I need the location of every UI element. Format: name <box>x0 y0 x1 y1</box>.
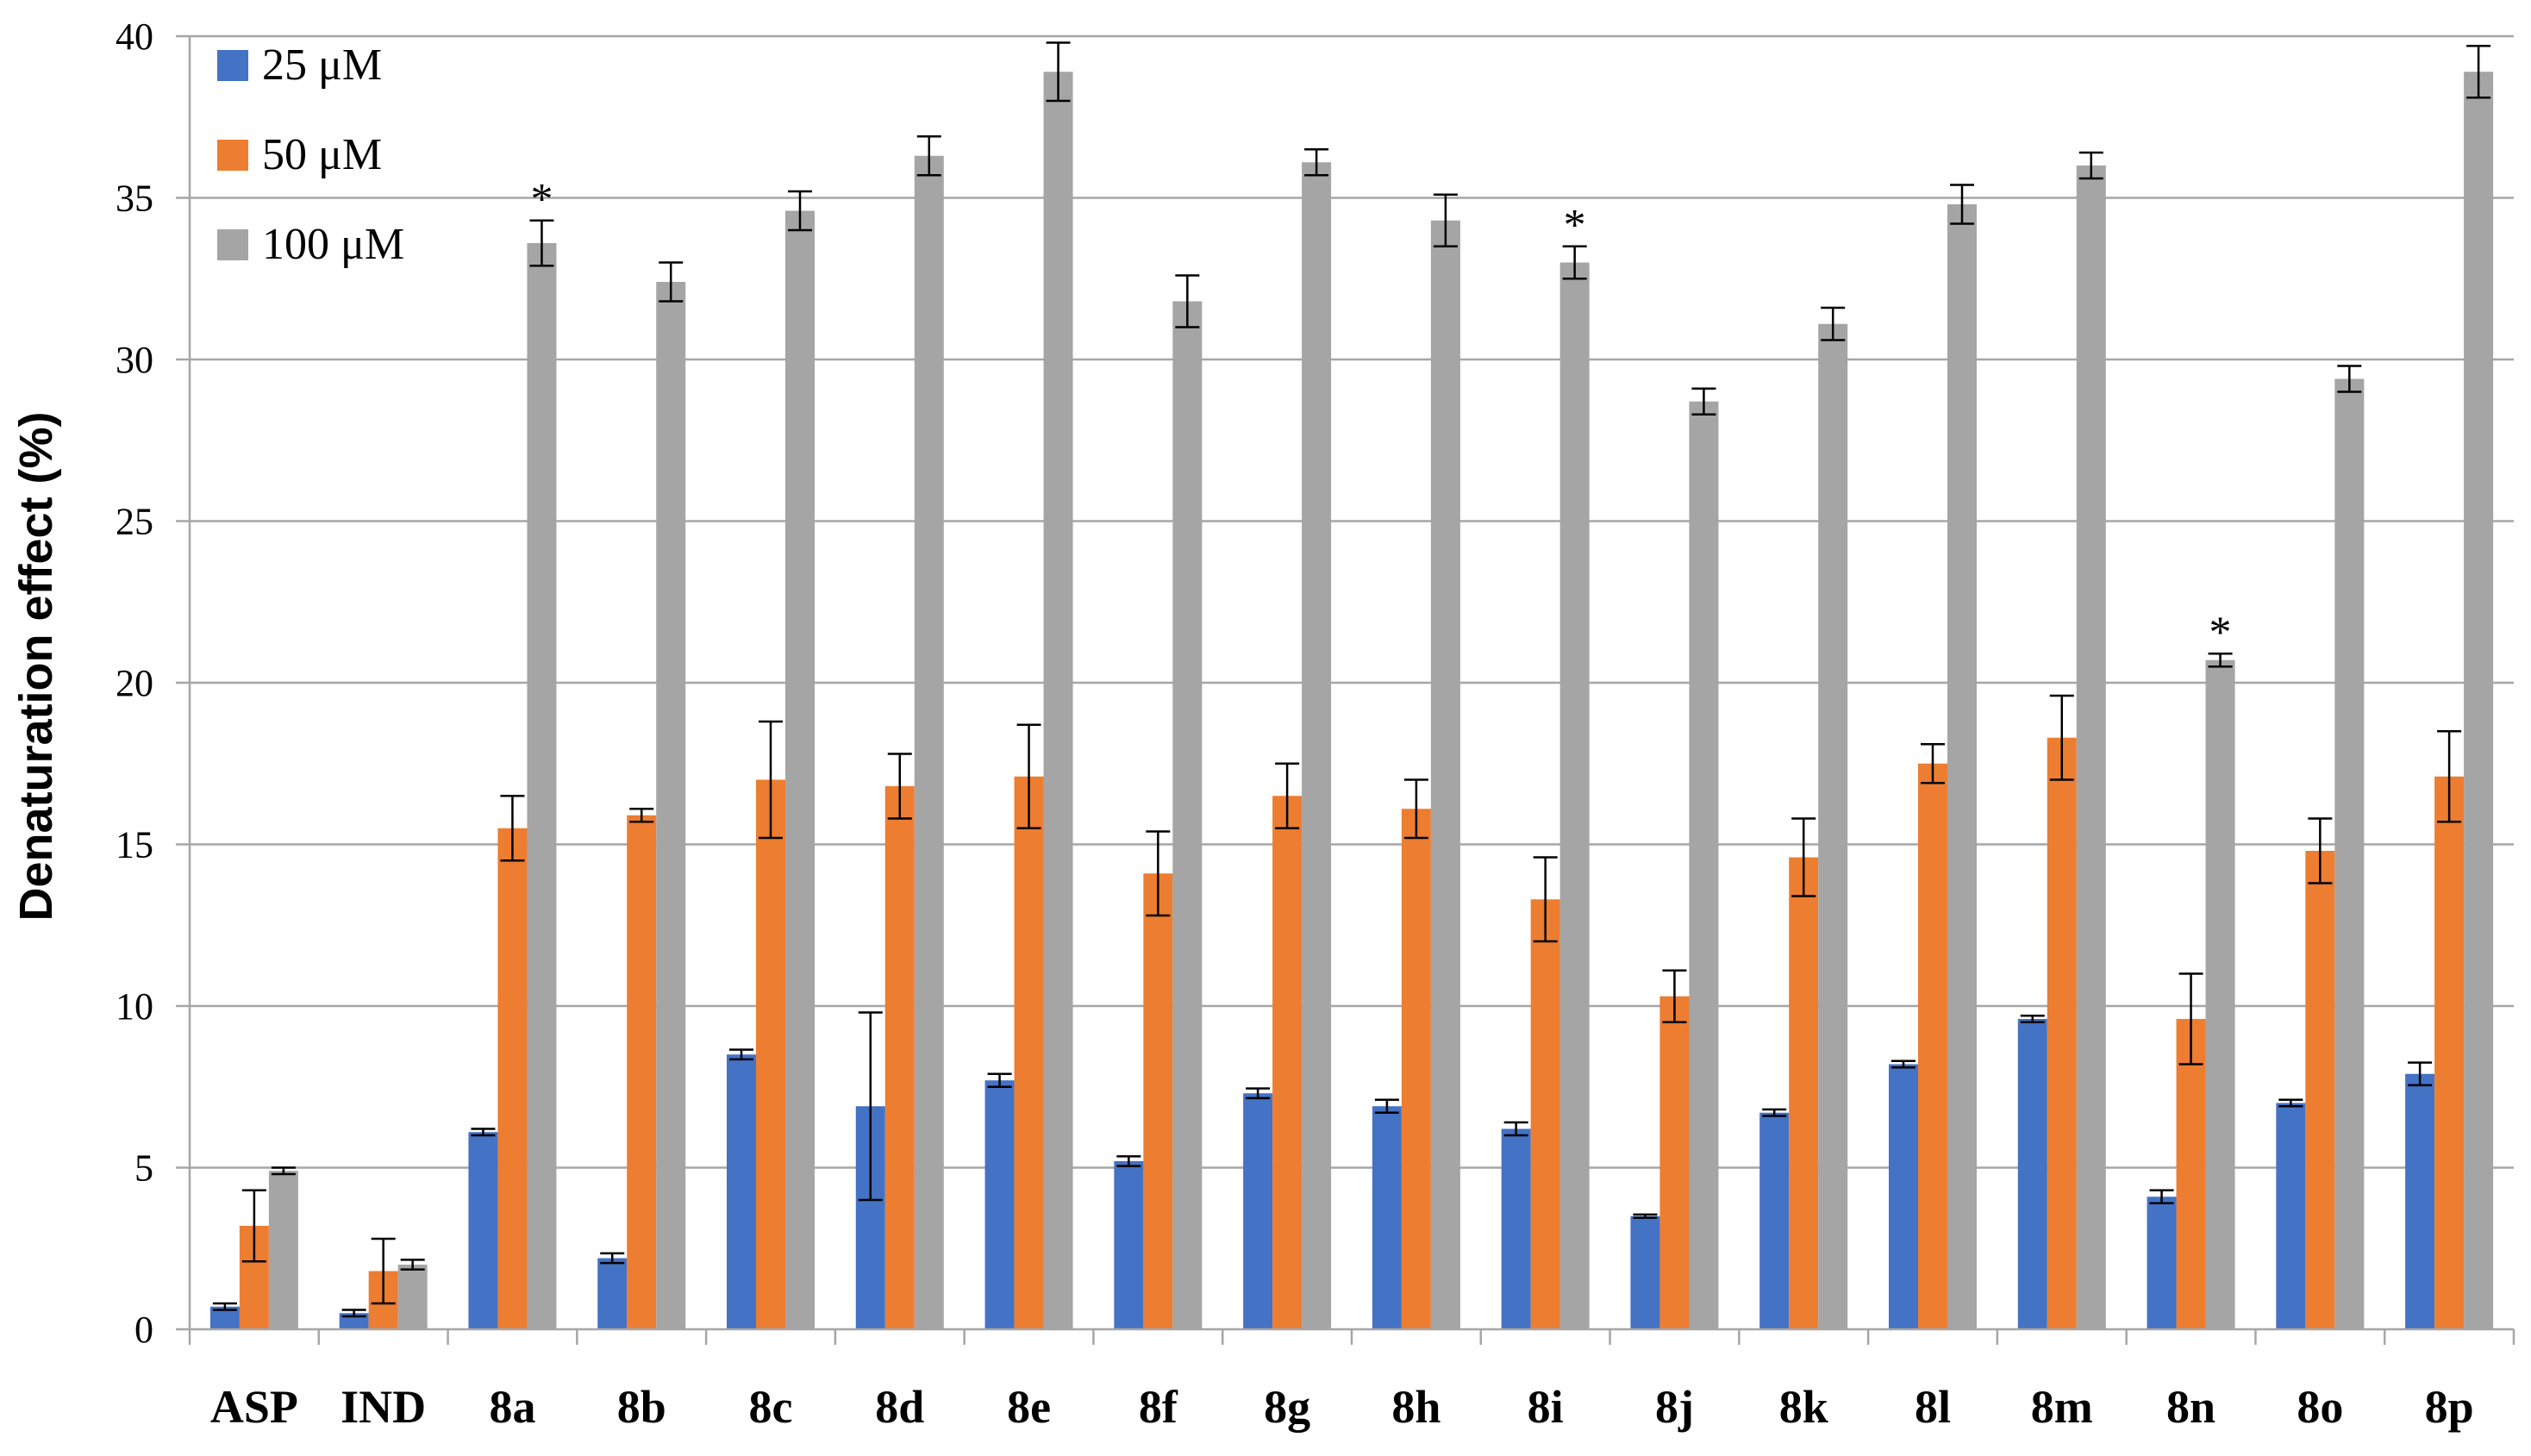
bars <box>209 72 2494 1329</box>
x-tick-label: 8f <box>1139 1381 1178 1433</box>
labels: 0 5 10 15 20 25 30 35 40 ASP IND 8a 8b 8c 8d 8e 8f 8g 8h 8i… <box>116 16 2474 1433</box>
legend-label: 25 μM <box>262 41 382 90</box>
significance-marker: * <box>2209 608 2232 657</box>
bar <box>1372 1106 1402 1329</box>
bar <box>1630 1215 1660 1329</box>
bar <box>2334 378 2365 1329</box>
legend-swatch <box>217 50 248 81</box>
bar <box>1501 1128 1531 1329</box>
bar <box>2176 1019 2206 1329</box>
x-tick-label: 8p <box>2425 1381 2474 1433</box>
bar <box>597 1258 628 1329</box>
y-tick-label: 40 <box>116 16 153 58</box>
bar <box>497 828 528 1329</box>
bar <box>527 243 557 1329</box>
bar <box>984 1080 1015 1329</box>
x-tick-label: 8c <box>749 1381 793 1433</box>
y-tick-label: 10 <box>116 985 153 1028</box>
legend: 25 μM 50 μM 100 μM <box>217 41 404 269</box>
x-tick-label: 8k <box>1779 1381 1828 1433</box>
bar <box>2017 1019 2047 1329</box>
y-tick-label: 5 <box>134 1147 153 1190</box>
x-tick-label: 8n <box>2166 1381 2215 1433</box>
y-tick-label: 15 <box>116 824 153 866</box>
bar <box>1818 323 1848 1329</box>
bar <box>756 779 785 1329</box>
x-tick-label: 8o <box>2297 1381 2343 1433</box>
bar <box>914 155 944 1329</box>
bar <box>1172 301 1203 1329</box>
bar <box>2205 659 2235 1329</box>
bar <box>1243 1093 1273 1329</box>
x-tick-label: 8d <box>875 1381 924 1433</box>
x-tick-label: 8g <box>1264 1381 1310 1433</box>
x-tick-label: 8h <box>1391 1381 1440 1433</box>
bar <box>1659 996 1690 1329</box>
x-tick-label: ASP <box>210 1381 298 1433</box>
gridlines <box>190 34 2514 1169</box>
bar <box>1014 776 1044 1329</box>
bar <box>1789 857 1819 1329</box>
bar <box>2147 1197 2177 1329</box>
bar <box>397 1265 428 1329</box>
bar <box>2047 737 2077 1329</box>
x-tick-label: IND <box>341 1381 426 1433</box>
legend-swatch <box>217 229 248 260</box>
significance-marker: * <box>530 175 553 224</box>
bar <box>468 1132 498 1329</box>
legend-label: 50 μM <box>262 130 382 179</box>
bar <box>1302 162 1332 1329</box>
bar <box>2434 776 2465 1329</box>
bar <box>1530 899 1560 1329</box>
bar <box>656 282 686 1329</box>
x-tick-label: 8i <box>1528 1381 1564 1433</box>
bar <box>627 815 657 1329</box>
x-tick-label: 8j <box>1655 1381 1694 1433</box>
bar <box>727 1054 756 1329</box>
x-tick-label: 8m <box>2031 1381 2093 1433</box>
bar <box>1401 809 1431 1329</box>
legend-swatch <box>217 140 248 171</box>
x-tick-label: 8e <box>1007 1381 1051 1433</box>
bar <box>2076 166 2106 1329</box>
y-tick-label: 20 <box>116 662 153 704</box>
x-tick-label: 8a <box>489 1381 535 1433</box>
bar <box>1889 1064 1918 1329</box>
bar <box>884 786 915 1329</box>
bar <box>1947 204 1977 1329</box>
bar <box>2405 1073 2435 1329</box>
y-tick-label: 35 <box>116 178 153 220</box>
bar <box>1143 873 1173 1329</box>
y-tick-label: 30 <box>116 339 153 381</box>
significance-marker: * <box>1564 201 1586 250</box>
y-tick-label: 0 <box>134 1309 153 1351</box>
bar <box>785 210 815 1329</box>
legend-label: 100 μM <box>262 220 404 269</box>
bar <box>2276 1103 2306 1329</box>
y-tick-label: 25 <box>116 501 153 543</box>
bar <box>2464 72 2494 1329</box>
x-tick-label: 8l <box>1915 1381 1951 1433</box>
axes <box>176 34 2515 1345</box>
bar <box>1272 796 1303 1329</box>
bar <box>1759 1112 1790 1329</box>
bar <box>268 1171 298 1329</box>
bar <box>2305 851 2335 1329</box>
bar <box>1689 401 1719 1329</box>
x-tick-label: 8b <box>617 1381 666 1433</box>
error-bars <box>212 41 2491 1318</box>
bar <box>1559 262 1590 1329</box>
bar <box>1430 220 1460 1329</box>
bar <box>1114 1161 1144 1329</box>
bar <box>1043 72 1073 1329</box>
y-axis-title: Denaturation effect (%) <box>10 411 62 921</box>
bar <box>1918 763 1947 1329</box>
